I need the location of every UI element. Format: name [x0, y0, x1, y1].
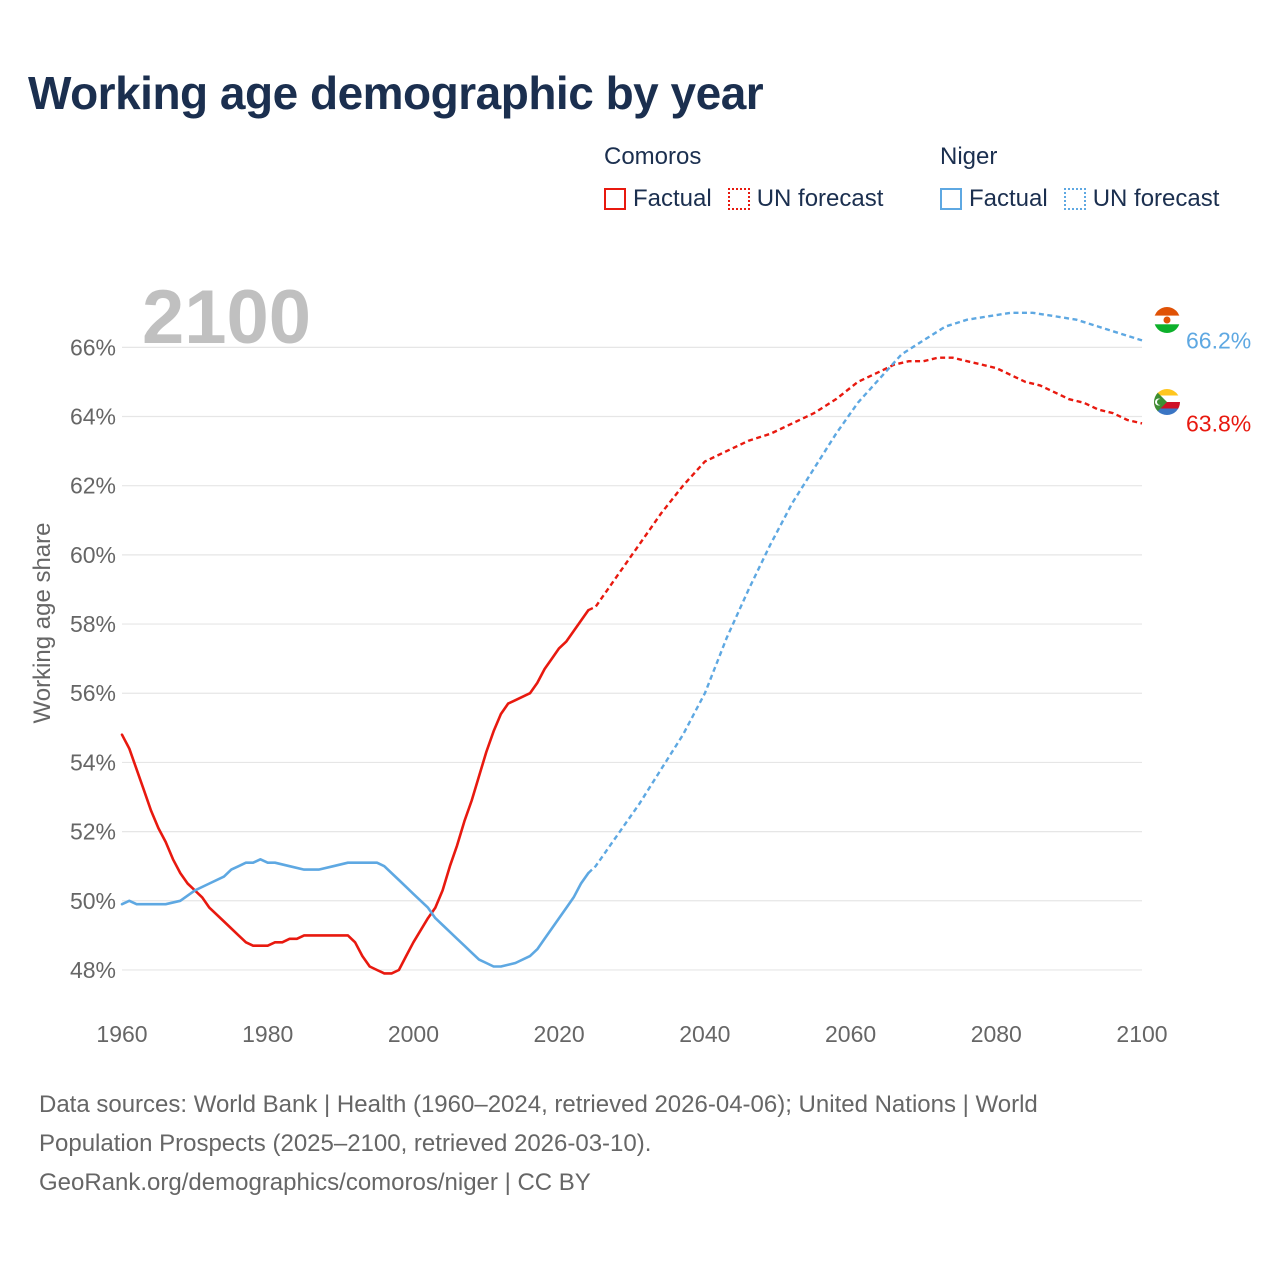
y-tick-label: 52%: [70, 819, 116, 845]
legend-label-forecast: UN forecast: [756, 185, 884, 212]
footer-sources: Data sources: World Bank | Health (1960–…: [39, 1085, 1239, 1202]
x-axis-ticks: 1960 1980 2000 2020 2040 2060 2080 2100: [96, 1021, 1167, 1047]
legend-group-comoros: Comoros Factual UN forecast: [604, 143, 899, 213]
series-lines: [120, 311, 1143, 975]
x-tick-label: 2020: [534, 1021, 585, 1047]
year-watermark: 2100: [142, 275, 311, 360]
legend-swatch-factual: [604, 188, 626, 210]
y-tick-label: 50%: [70, 888, 116, 914]
niger-end-value: 66.2%: [1186, 327, 1251, 353]
footer-line: GeoRank.org/demographics/comoros/niger |…: [39, 1169, 591, 1196]
legend-swatch-forecast: [727, 188, 750, 210]
comoros-flag-icon: [1154, 389, 1180, 415]
legend-group-niger: Niger Factual UN forecast: [940, 143, 1235, 213]
y-tick-label: 54%: [70, 749, 116, 775]
comoros-factual-line: [120, 608, 590, 975]
footer-line: Data sources: World Bank | Health (1960–…: [39, 1091, 1038, 1118]
y-tick-label: 48%: [70, 957, 116, 983]
x-tick-label: 2060: [825, 1021, 876, 1047]
legend-label-factual: Factual: [969, 185, 1048, 212]
comoros-end-value: 63.8%: [1186, 410, 1251, 436]
y-axis-title: Working age share: [29, 523, 56, 724]
line-chart: 2100 48% 50% 52% 54% 56% 58% 60% 62% 64% 66% 1960…: [29, 275, 1251, 1047]
x-tick-label: 1980: [242, 1021, 293, 1047]
y-tick-label: 64%: [70, 404, 116, 430]
y-tick-label: 60%: [70, 542, 116, 568]
y-axis-ticks: 48% 50% 52% 54% 56% 58% 60% 62% 64% 66%: [70, 334, 116, 983]
niger-flag-icon: [1154, 307, 1180, 333]
x-tick-label: 2100: [1116, 1021, 1167, 1047]
y-tick-label: 62%: [70, 473, 116, 499]
legend-label-factual: Factual: [633, 185, 712, 212]
legend-swatch-factual: [940, 188, 962, 210]
y-tick-label: 66%: [70, 334, 116, 360]
x-tick-label: 2040: [679, 1021, 730, 1047]
comoros-forecast-line: [587, 356, 1143, 612]
y-tick-label: 58%: [70, 611, 116, 637]
legend-group-name: Comoros: [604, 143, 702, 170]
x-tick-label: 2000: [388, 1021, 439, 1047]
x-tick-label: 1960: [96, 1021, 147, 1047]
niger-forecast-line: [587, 311, 1143, 874]
series-end-labels: 63.8% 66.2%: [1154, 307, 1251, 436]
chart-title: Working age demographic by year: [28, 67, 764, 119]
x-tick-label: 2080: [971, 1021, 1022, 1047]
legend-swatch-forecast: [1063, 188, 1086, 210]
gridlines: [122, 346, 1142, 971]
legend-label-forecast: UN forecast: [1092, 185, 1220, 212]
niger-factual-line: [120, 858, 590, 968]
y-tick-label: 56%: [70, 680, 116, 706]
legend-group-name: Niger: [940, 143, 998, 170]
footer-line: Population Prospects (2025–2100, retriev…: [39, 1130, 652, 1157]
